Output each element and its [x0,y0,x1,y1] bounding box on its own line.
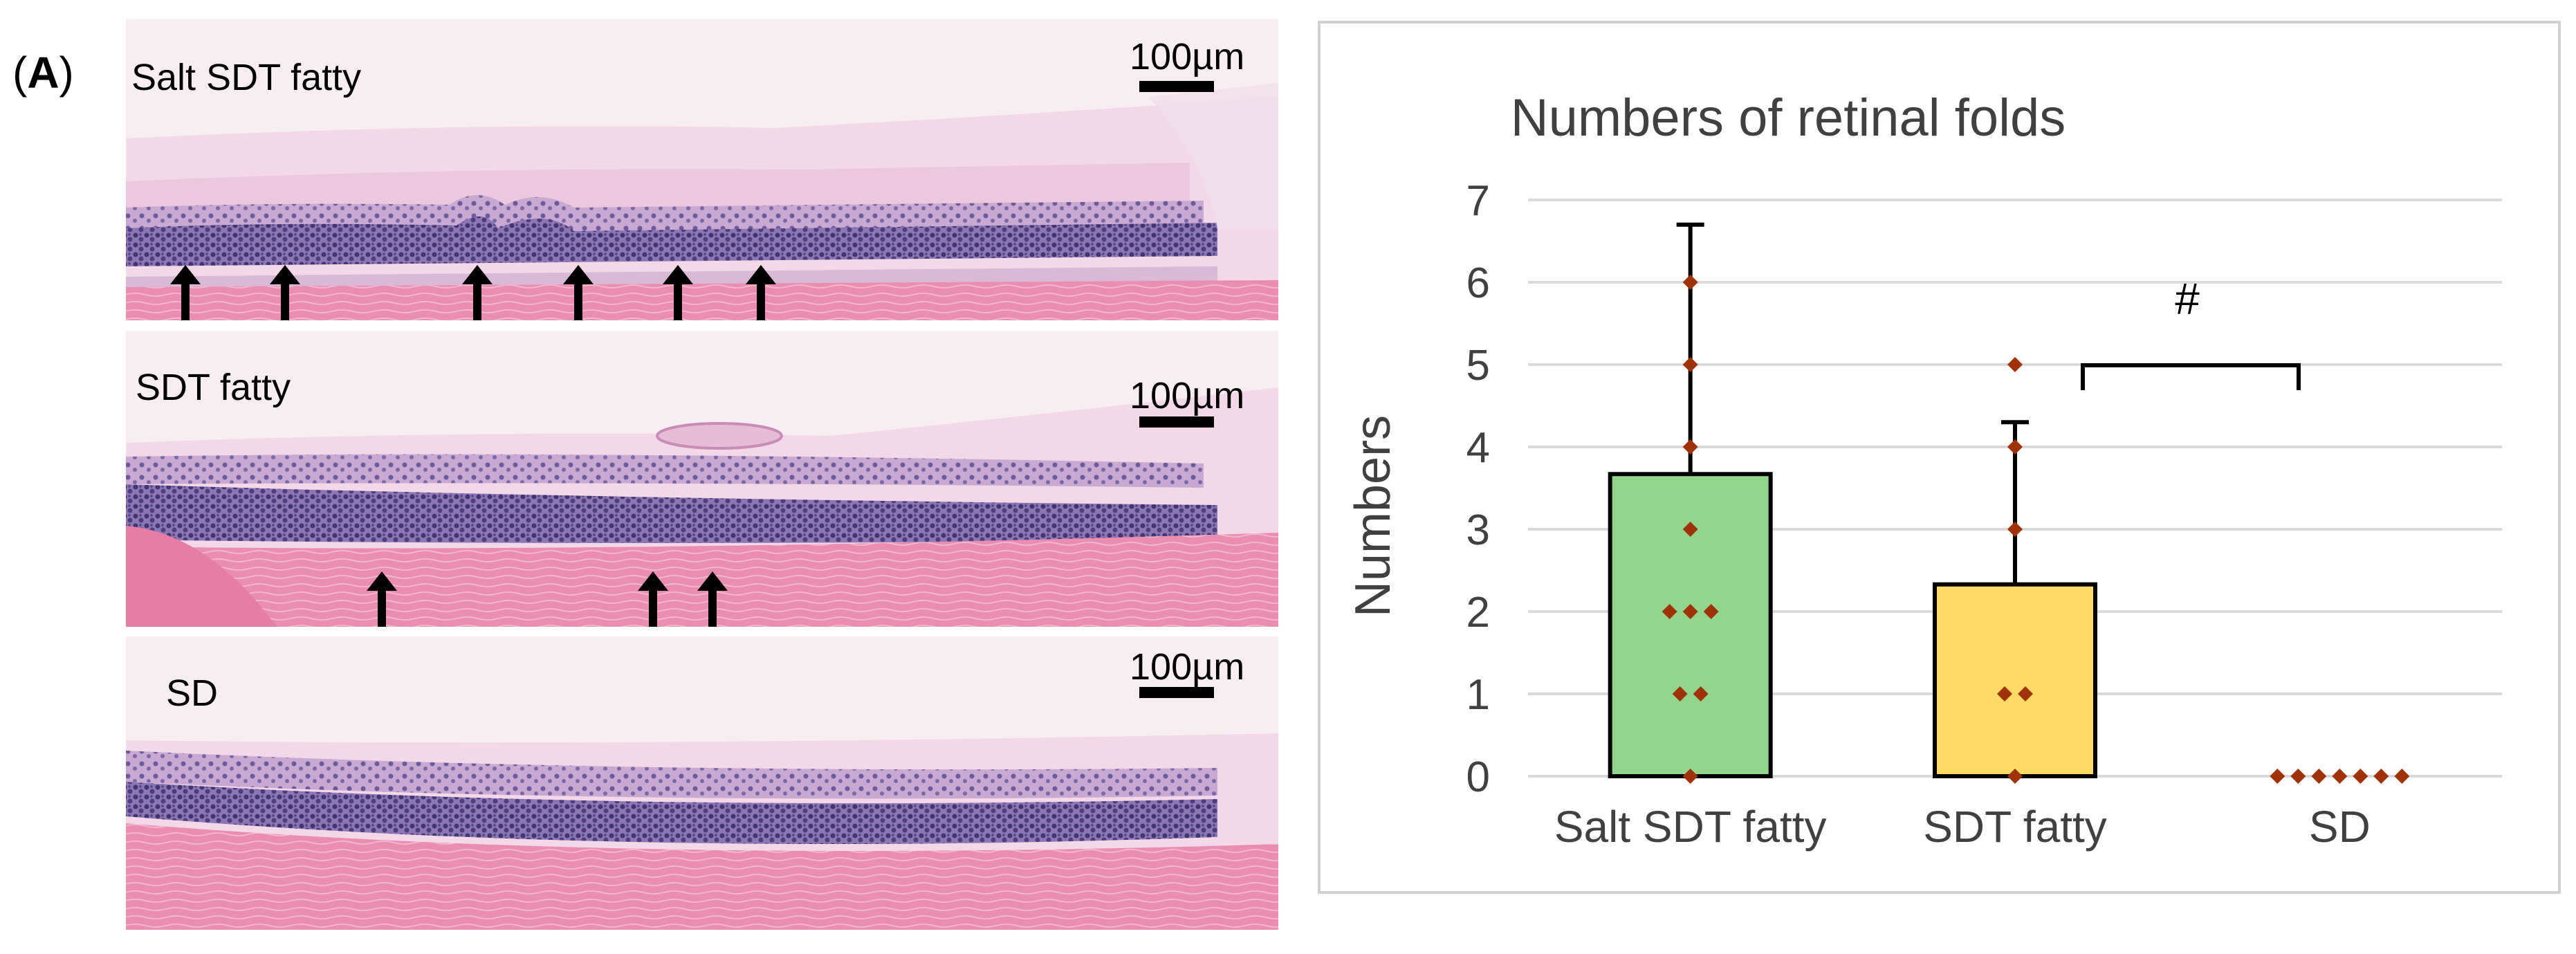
chart-title: Numbers of retinal folds [1511,89,2066,147]
data-point [1682,439,1698,455]
arrow-icon [746,265,776,320]
data-point [1682,275,1698,290]
x-tick-label: Salt SDT fatty [1554,802,1827,852]
arrow-icon [462,265,493,320]
histology-label-sdt-fatty: SDT fatty [136,367,291,408]
scale-bar-2 [1139,416,1214,428]
data-point [2394,769,2410,784]
data-point [2373,769,2389,784]
y-tick-label: 2 [1466,589,1490,636]
fold-arrows-sdt-fatty [367,571,728,627]
arrow-icon [170,265,201,320]
y-tick-labels: 0 1 2 3 4 5 6 7 [1466,177,1490,801]
arrow-icon [663,265,693,320]
histology-label-salt-sdt-fatty: Salt SDT fatty [131,57,361,98]
histology-image-sdt-fatty [126,331,1278,627]
arrow-icon [697,571,728,627]
x-tick-label: SD [2309,802,2371,852]
y-tick-label: 3 [1466,506,1490,554]
x-tick-label: SDT fatty [1923,802,2107,852]
data-point [2353,769,2368,784]
data-point [1682,522,1698,537]
significance-bracket: # [2081,274,2301,390]
data-points [1662,275,2410,784]
scale-bar-text-2: 100µm [1130,375,1244,416]
y-tick-label: 5 [1466,342,1490,389]
data-point [2290,769,2306,784]
data-point [1997,686,2012,701]
arrow-icon [638,571,668,627]
y-axis-label: Numbers [1345,415,1401,617]
histology-image-salt-sdt-fatty [126,19,1278,320]
data-point [2007,439,2023,455]
data-point [2332,769,2348,784]
y-tick-label: 6 [1466,259,1490,307]
fold-arrows-salt-sdt-fatty [170,265,776,320]
arrow-icon [367,571,397,627]
arrow-icon [563,265,594,320]
bar [1608,472,1773,779]
data-point [1693,686,1709,701]
histology-panel-a: Salt SDT fatty 100µm SDT fatty 100µm SD … [126,19,1278,930]
data-point [1662,604,1677,619]
bars [1608,472,2097,779]
panel-a-label: (A) [12,48,74,98]
scale-bar-text-1: 100µm [1130,36,1244,77]
y-tick-label: 7 [1466,177,1490,225]
bar-chart: Numbers of retinal folds 0 1 2 3 4 5 6 7 Number… [1345,89,2502,852]
scale-bar-text-3: 100µm [1130,646,1244,688]
y-tick-label: 0 [1466,753,1490,801]
data-point [1682,357,1698,372]
x-tick-labels: Salt SDT fatty SDT fatty SD [1554,802,2371,852]
data-point [2311,769,2327,784]
data-point [1682,604,1698,619]
y-tick-label: 1 [1466,671,1490,719]
arrow-icon [270,265,300,320]
significance-symbol: # [2175,274,2200,324]
data-point [2007,522,2023,537]
y-tick-label: 4 [1466,424,1490,472]
data-point [1672,686,1688,701]
data-point [1682,769,1698,784]
histology-label-sd: SD [166,672,218,714]
scale-bar-1 [1139,81,1214,92]
data-point [2007,769,2023,784]
data-point [2007,357,2023,372]
scale-bar-3 [1139,687,1214,698]
bar [1933,582,2097,778]
data-point [1703,604,1719,619]
data-point [2018,686,2033,701]
data-point [2270,769,2285,784]
chart-frame: Numbers of retinal folds 0 1 2 3 4 5 6 7 Number… [1318,21,2561,894]
histology-image-sd [126,636,1278,930]
